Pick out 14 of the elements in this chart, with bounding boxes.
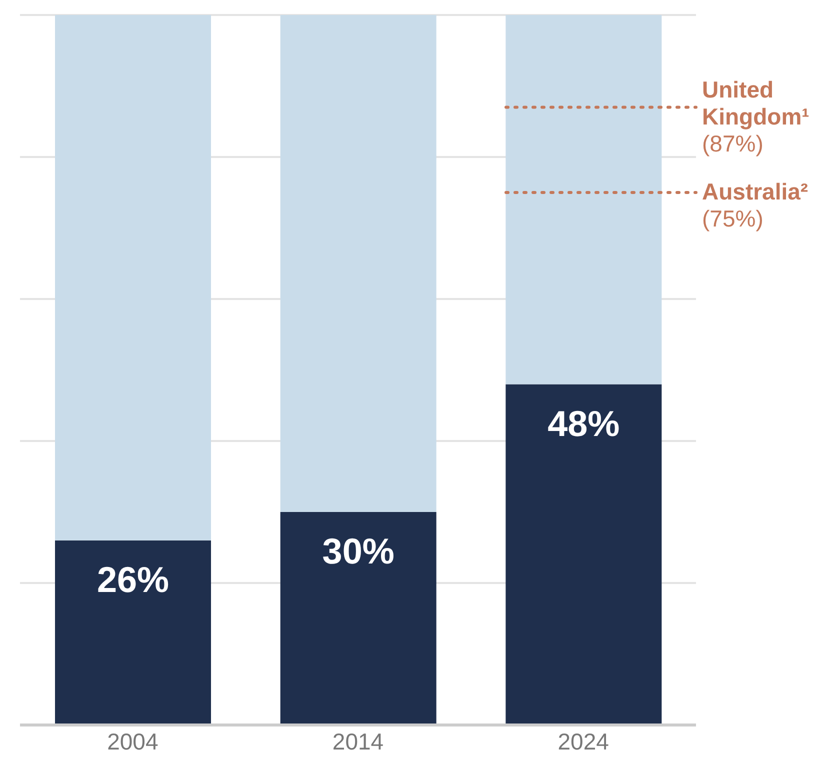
data-label: 48% xyxy=(548,402,620,444)
bar xyxy=(506,384,662,725)
ref-line-label: Australia² (75%) xyxy=(702,178,808,232)
data-label: 26% xyxy=(96,558,170,600)
bar xyxy=(506,15,662,384)
x-tick-label: 2024 xyxy=(558,728,610,754)
x-tick-label: 2014 xyxy=(332,728,384,754)
data-label: 30% xyxy=(322,530,394,572)
x-tick-label: 2004 xyxy=(107,728,158,754)
bar xyxy=(280,512,436,725)
ref-line-label: United Kingdom¹ (87%) xyxy=(702,76,810,156)
bar xyxy=(55,540,211,725)
bar xyxy=(55,15,211,540)
bar xyxy=(280,15,436,512)
